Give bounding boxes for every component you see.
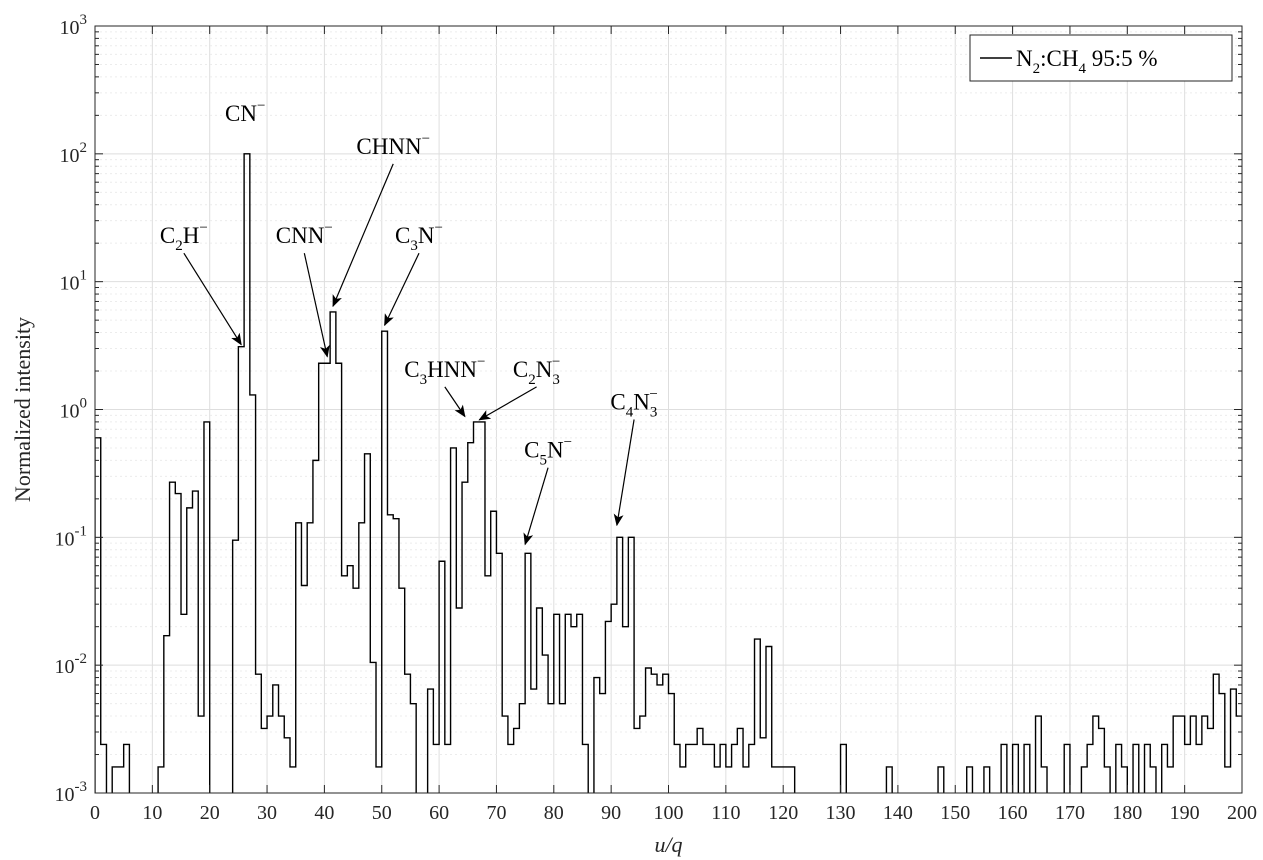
x-tick-label: 90	[601, 802, 621, 824]
annotation-arrow	[444, 386, 466, 418]
y-tick-label: 10-1	[55, 523, 88, 550]
annotation: C2H−	[160, 220, 242, 346]
x-tick-label: 40	[314, 802, 334, 824]
x-tick-label: 170	[1055, 802, 1085, 824]
annotation-label: C2H−	[160, 220, 208, 254]
annotation: C5N−	[523, 435, 572, 546]
annotation: CNN−	[276, 220, 333, 358]
annotation-label: C4N3−	[610, 387, 657, 421]
y-tick-label: 102	[60, 140, 88, 167]
annotation-label: C5N−	[524, 435, 572, 469]
x-tick-label: 150	[940, 802, 970, 824]
y-tick-label: 103	[60, 12, 88, 39]
annotation: CN−	[225, 98, 265, 126]
ticks: 0 10 20 30 40 50 60 70 80 90 100 110 120 130 140 150 160…	[55, 12, 1258, 824]
annotations: CN− C2H− CNN− CHNN− C3N− C3HNN− C2N3− C5N− C4N3−	[160, 98, 658, 546]
y-tick-label: 10-2	[55, 651, 88, 678]
legend: N2:CH4 95:5 %	[969, 34, 1233, 82]
annotation-label: C3HNN−	[404, 354, 485, 388]
annotation-arrow	[183, 252, 242, 346]
y-axis-title: Normalized intensity	[10, 317, 35, 502]
x-tick-label: 0	[90, 802, 100, 824]
x-tick-label: 30	[257, 802, 277, 824]
annotation: C3HNN−	[404, 354, 485, 418]
y-tick-label: 10-3	[55, 779, 88, 806]
x-tick-label: 50	[372, 802, 392, 824]
x-tick-label: 180	[1112, 802, 1142, 824]
x-tick-label: 120	[768, 802, 798, 824]
legend-box	[969, 34, 1233, 82]
annotation-label: C3N−	[395, 220, 443, 254]
x-tick-label: 140	[883, 802, 913, 824]
x-tick-label: 190	[1170, 802, 1200, 824]
x-tick-label: 80	[544, 802, 564, 824]
x-tick-label: 20	[200, 802, 220, 824]
annotation: C2N3−	[478, 354, 560, 421]
annotation: CHNN−	[332, 131, 430, 308]
x-axis-title: u/q	[654, 832, 682, 857]
legend-label: N2:CH4 95:5 %	[1016, 46, 1158, 77]
y-tick-label: 100	[60, 396, 88, 423]
x-tick-label: 60	[429, 802, 449, 824]
x-tick-label: 160	[998, 802, 1028, 824]
x-tick-label: 70	[486, 802, 506, 824]
y-tick-label: 101	[60, 268, 88, 295]
annotation-arrow	[478, 386, 537, 421]
annotation-arrow	[332, 163, 394, 308]
x-tick-label: 130	[826, 802, 856, 824]
annotation-label: CHNN−	[356, 131, 430, 159]
annotation: C4N3−	[610, 387, 658, 527]
grid	[94, 25, 1243, 794]
x-tick-label: 200	[1227, 802, 1257, 824]
annotation-arrow	[303, 253, 330, 358]
annotation-label: CNN−	[276, 220, 333, 248]
x-tick-label: 110	[711, 802, 740, 824]
x-tick-label: 10	[142, 802, 162, 824]
series-layer	[95, 153, 1242, 793]
annotation-arrow	[613, 419, 635, 527]
series-line	[95, 153, 1242, 793]
annotation-arrow	[384, 252, 420, 327]
annotation-label: C2N3−	[513, 354, 560, 388]
annotation-arrow	[523, 467, 549, 546]
x-tick-label: 100	[654, 802, 684, 824]
annotation-label: CN−	[225, 98, 265, 126]
annotation: C3N−	[384, 220, 443, 327]
